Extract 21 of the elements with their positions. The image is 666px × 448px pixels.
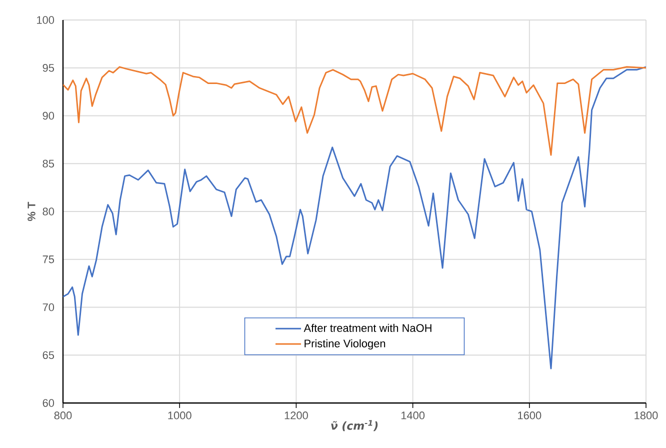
y-tick-label: 95 xyxy=(42,64,54,72)
y-tick-label: 65 xyxy=(42,351,54,360)
y-tick-label: 70 xyxy=(42,303,54,312)
x-tick-label: 1000 xyxy=(168,412,192,420)
y-tick-label: 90 xyxy=(42,112,54,120)
x-tick-label: 1800 xyxy=(634,412,658,420)
y-tick-label: 100 xyxy=(37,16,54,24)
x-tick-label: 800 xyxy=(54,412,72,420)
y-tick-label: 60 xyxy=(42,399,54,407)
line-series xyxy=(63,66,646,370)
y-tick-label: 80 xyxy=(42,208,54,216)
y-tick-label: 85 xyxy=(42,160,54,168)
x-tick-label: 1400 xyxy=(401,412,425,420)
x-tick-label: 1200 xyxy=(284,412,308,420)
legend-label: After treatment with NaOH xyxy=(304,324,432,332)
y-axis-title: % T xyxy=(28,202,36,221)
line-series xyxy=(63,66,646,156)
x-tick-label: 1600 xyxy=(518,412,542,420)
legend-label: Pristine Viologen xyxy=(304,339,386,350)
y-tick-label: 75 xyxy=(42,256,54,264)
x-axis-title: ν̃ (cm$^{-1}$) xyxy=(331,420,378,432)
